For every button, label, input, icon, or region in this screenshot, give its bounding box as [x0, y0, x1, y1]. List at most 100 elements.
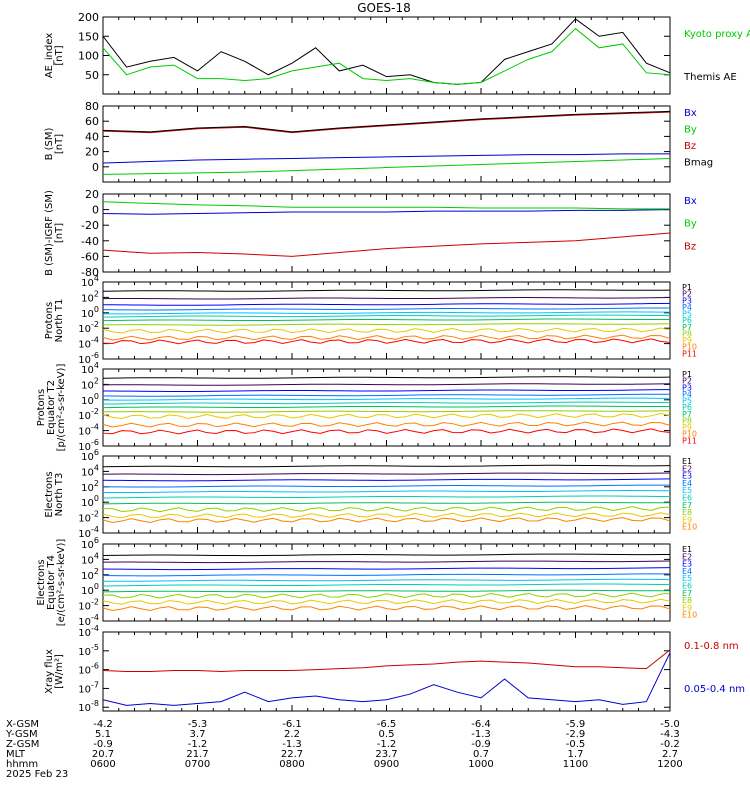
- legend-e10: E10: [682, 611, 697, 620]
- legend-e5: E5: [682, 574, 692, 583]
- channel-line-p11: [102, 428, 671, 435]
- y-axis-label: Protons: [36, 389, 47, 426]
- footer-value: 20.7: [92, 749, 114, 760]
- y-tick-label: 10-5: [78, 643, 99, 658]
- y-tick-label: 10-4: [78, 336, 99, 351]
- y-tick-label: 10-4: [78, 525, 99, 540]
- y-tick-label: 106: [81, 536, 99, 551]
- legend-bx: Bx: [684, 108, 697, 119]
- footer-value: -1.2: [377, 739, 397, 750]
- channel-line-p9: [102, 412, 671, 419]
- legend-p5: P5: [682, 310, 692, 319]
- panel-frame: [102, 631, 671, 712]
- channel-line-p1: [102, 289, 671, 292]
- channel-line-p5: [102, 397, 671, 401]
- channel-line-e10: [102, 517, 671, 524]
- y-axis-label: [e/(cm²-s-sr-keV)]: [56, 539, 67, 627]
- panel-8: 10-8 10-7 10-6 10-5 10-4 Xray flux [W/m²] 0.1-0…: [44, 624, 745, 714]
- series-line-bz: [102, 232, 671, 257]
- channel-line-p3: [102, 389, 671, 393]
- footer-value: -6.5: [377, 719, 397, 730]
- legend-e3: E3: [682, 472, 692, 481]
- series-line-by: [102, 157, 671, 175]
- y-tick-label: -80: [81, 266, 99, 279]
- y-axis-label: Equator T4: [46, 555, 57, 610]
- channel-line-p4: [102, 307, 671, 311]
- time-axis-footer: X-GSM -4.2 -5.3 -6.1 -6.5 -6.4 -5.9 -5.0 Y-GSM 5.…: [5, 719, 683, 780]
- footer-value: 3.7: [190, 729, 206, 740]
- legend-p5: P5: [682, 397, 692, 406]
- y-axis-label: Electrons: [36, 559, 47, 605]
- footer-value: -2.9: [566, 729, 586, 740]
- y-tick-label: 10-2: [78, 510, 99, 525]
- legend-p4: P4: [682, 390, 692, 399]
- legend-e1: E1: [682, 545, 692, 554]
- panel-1: 50 100 150 200 AE_index [nT] Themis AE Kyoto pr…: [44, 11, 750, 95]
- y-axis-label: [W/m²]: [54, 654, 65, 689]
- y-tick-label: 200: [78, 11, 99, 24]
- series-line-bx: [102, 153, 670, 164]
- channel-line-p6: [102, 401, 671, 405]
- footer-date: 2025 Feb 23: [6, 769, 68, 780]
- footer-value: -4.3: [660, 729, 680, 740]
- channel-line-p2: [102, 383, 671, 386]
- footer-value: 0600: [90, 759, 115, 770]
- y-tick-label: 0: [92, 204, 99, 217]
- legend-p3: P3: [682, 383, 692, 392]
- legend-kyoto-proxy-ae: Kyoto proxy AE: [684, 29, 750, 40]
- channel-line-e3: [102, 567, 671, 571]
- y-axis-label: Equator T2: [46, 380, 57, 435]
- channel-line-e2: [102, 472, 671, 476]
- legend-e9: E9: [682, 515, 692, 524]
- legend-e7: E7: [682, 589, 692, 598]
- y-tick-label: -40: [81, 235, 99, 248]
- legend-by: By: [684, 125, 697, 136]
- y-tick-label: 106: [81, 448, 99, 463]
- legend-e5: E5: [682, 486, 692, 495]
- legend-p1: P1: [682, 370, 692, 379]
- series-line-bx: [102, 209, 671, 215]
- channel-line-e6: [102, 495, 671, 499]
- series-line-kyoto-proxy-ae: [102, 27, 671, 85]
- footer-value: 1200: [657, 759, 682, 770]
- legend-p6: P6: [682, 403, 692, 412]
- y-tick-label: 102: [81, 479, 99, 494]
- y-tick-label: 102: [81, 289, 99, 304]
- channel-line-e5: [102, 490, 671, 494]
- channel-line-p4: [102, 393, 671, 397]
- channel-line-p11: [102, 338, 671, 345]
- channel-line-e9: [102, 512, 671, 519]
- y-tick-label: 102: [81, 567, 99, 582]
- y-tick-label: -20: [81, 219, 99, 232]
- y-tick-label: 104: [81, 274, 99, 289]
- y-tick-label: 10-4: [78, 423, 99, 438]
- y-tick-label: 40: [85, 130, 99, 143]
- legend-0-1-0-8-nm: 0.1-0.8 nm: [684, 641, 739, 652]
- legend-p10: P10: [682, 343, 697, 352]
- channel-line-e4: [102, 573, 671, 577]
- legend-p11: P11: [682, 436, 697, 445]
- footer-row-label: Z-GSM: [6, 739, 39, 750]
- legend-p1: P1: [682, 283, 692, 292]
- footer-value: -4.2: [93, 719, 113, 730]
- footer-value: 23.7: [375, 749, 397, 760]
- y-axis-label: Electrons: [44, 471, 55, 517]
- legend-p7: P7: [682, 410, 692, 419]
- footer-row-label: hhmm: [6, 759, 38, 770]
- y-tick-label: 10-4: [78, 624, 99, 639]
- y-tick-label: 10-8: [78, 699, 99, 714]
- legend-p10: P10: [682, 430, 697, 439]
- legend-p8: P8: [682, 416, 692, 425]
- y-tick-label: -60: [81, 250, 99, 263]
- legend-e3: E3: [682, 560, 692, 569]
- channel-line-e1: [102, 553, 671, 557]
- legend-e4: E4: [682, 567, 692, 576]
- footer-value: -5.0: [660, 719, 680, 730]
- channel-line-e8: [102, 506, 671, 513]
- legend-e6: E6: [682, 582, 692, 591]
- y-tick-label: 100: [78, 50, 99, 63]
- series-line-0-05-0-4-nm: [102, 652, 671, 706]
- panel-frame: [102, 105, 671, 183]
